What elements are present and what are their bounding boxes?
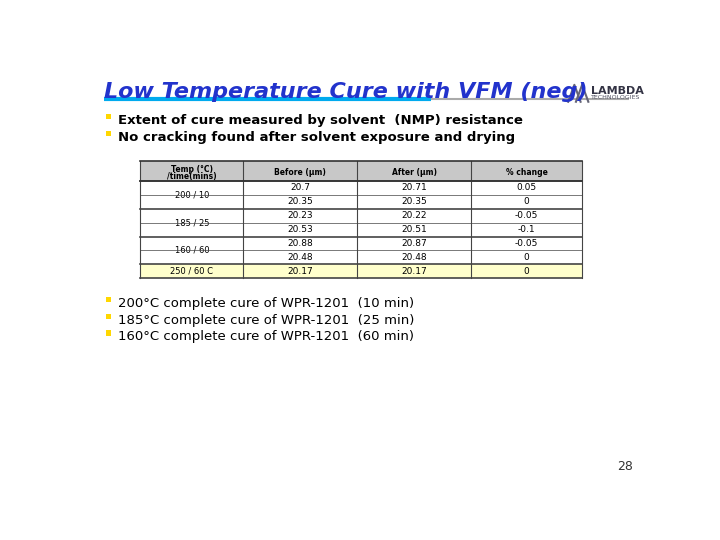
Bar xyxy=(140,209,582,222)
Text: 200 / 10: 200 / 10 xyxy=(175,191,209,199)
Text: Before (µm): Before (µm) xyxy=(274,168,326,177)
Text: 185 / 25: 185 / 25 xyxy=(175,218,210,227)
Text: Low Temperature Cure with VFM (neg): Low Temperature Cure with VFM (neg) xyxy=(104,82,588,102)
Text: % change: % change xyxy=(505,168,548,177)
Text: 160 / 60: 160 / 60 xyxy=(175,246,210,255)
Text: 20.87: 20.87 xyxy=(402,239,427,248)
Bar xyxy=(140,251,582,264)
Text: 20.23: 20.23 xyxy=(287,211,313,220)
Text: No cracking found after solvent exposure and drying: No cracking found after solvent exposure… xyxy=(118,131,515,144)
Text: 20.22: 20.22 xyxy=(402,211,427,220)
Text: 20.48: 20.48 xyxy=(402,253,427,262)
Text: -0.05: -0.05 xyxy=(515,211,539,220)
Text: LAMBDA: LAMBDA xyxy=(591,86,644,96)
Text: 20.17: 20.17 xyxy=(287,267,313,275)
Bar xyxy=(140,237,582,251)
Text: /time(mins): /time(mins) xyxy=(167,172,217,181)
Text: 200°C complete cure of WPR-1201  (10 min): 200°C complete cure of WPR-1201 (10 min) xyxy=(118,296,414,309)
Text: -0.1: -0.1 xyxy=(518,225,536,234)
Text: 0: 0 xyxy=(524,253,530,262)
Text: 20.88: 20.88 xyxy=(287,239,313,248)
Bar xyxy=(106,314,111,319)
Text: 0.05: 0.05 xyxy=(517,184,537,192)
Text: 20.53: 20.53 xyxy=(287,225,313,234)
Bar xyxy=(106,131,111,137)
Text: After (µm): After (µm) xyxy=(392,168,437,177)
Text: 250 / 60 C: 250 / 60 C xyxy=(171,267,213,275)
Bar xyxy=(140,161,582,181)
Text: 20.7: 20.7 xyxy=(290,184,310,192)
Text: 0: 0 xyxy=(524,197,530,206)
Text: 20.71: 20.71 xyxy=(402,184,427,192)
Text: Extent of cure measured by solvent  (NMP) resistance: Extent of cure measured by solvent (NMP)… xyxy=(118,114,523,127)
Text: 20.51: 20.51 xyxy=(402,225,427,234)
Text: 20.48: 20.48 xyxy=(287,253,313,262)
Text: Temp (°C): Temp (°C) xyxy=(171,165,213,174)
Text: 160°C complete cure of WPR-1201  (60 min): 160°C complete cure of WPR-1201 (60 min) xyxy=(118,330,414,343)
Bar xyxy=(106,330,111,336)
Text: -0.05: -0.05 xyxy=(515,239,539,248)
Bar xyxy=(140,222,582,237)
Bar xyxy=(140,181,582,195)
Bar xyxy=(106,296,111,302)
Bar xyxy=(140,264,582,278)
Text: 28: 28 xyxy=(616,460,632,473)
Text: 0: 0 xyxy=(524,267,530,275)
Bar xyxy=(106,114,111,119)
Text: TECHNOLOGIES: TECHNOLOGIES xyxy=(591,95,641,100)
Text: 20.35: 20.35 xyxy=(287,197,313,206)
Bar xyxy=(140,195,582,209)
Text: 20.35: 20.35 xyxy=(402,197,427,206)
Text: 20.17: 20.17 xyxy=(402,267,427,275)
Text: 185°C complete cure of WPR-1201  (25 min): 185°C complete cure of WPR-1201 (25 min) xyxy=(118,314,414,327)
